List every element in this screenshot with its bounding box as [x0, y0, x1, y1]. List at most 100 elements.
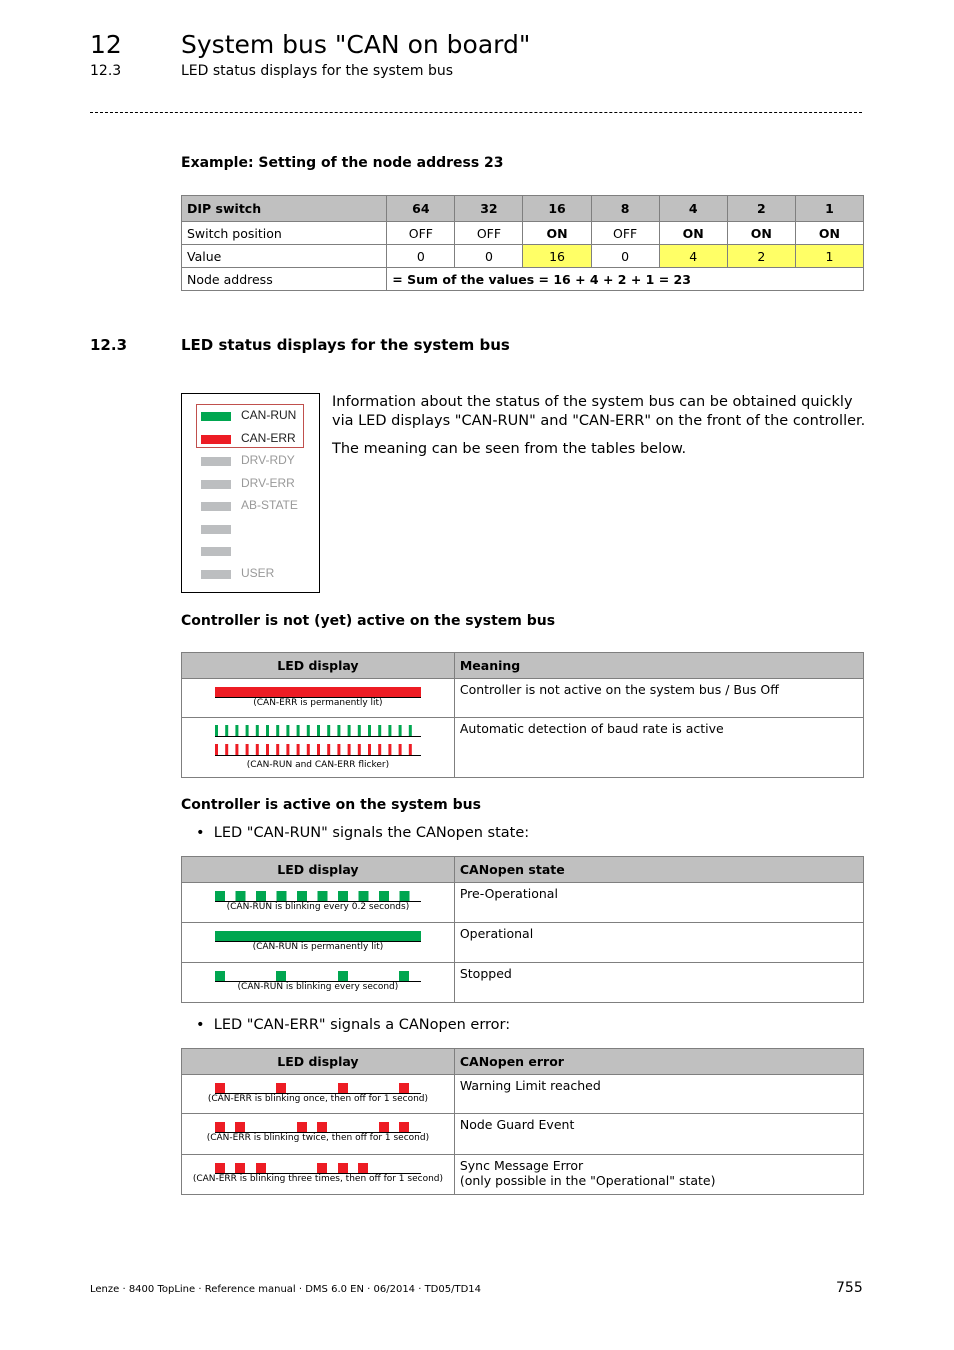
header-cell: LED display: [181, 652, 455, 679]
header-cell: 16: [522, 195, 592, 222]
meaning-cell: Operational: [453, 922, 865, 963]
led-label: DRV-RDY: [241, 453, 295, 467]
table-header-row: DIP switch 64 32 16 8 4 2 1: [180, 195, 865, 222]
chapter-title: System bus "CAN on board": [181, 30, 531, 59]
meaning-text: Stopped: [459, 966, 512, 981]
led-pulse: [214, 725, 218, 736]
led-pulse: [337, 891, 348, 901]
bullet-text: LED "CAN-RUN" signals the CANopen state:: [213, 825, 530, 841]
led-pulse: [214, 687, 421, 697]
led-display-cell: (CAN-RUN and CAN-ERR flicker): [181, 717, 455, 778]
intro-paragraph: Information about the status of the syst…: [332, 394, 866, 429]
not-active-heading: Controller is not (yet) active on the sy…: [181, 613, 556, 629]
led-pulse: [225, 725, 229, 736]
cell: ON: [794, 221, 865, 245]
led-indicator: [201, 479, 231, 489]
cell: ON: [726, 221, 796, 245]
header-cell: CANopen state: [453, 856, 865, 883]
pattern-caption: (CAN-RUN is permanently lit): [252, 942, 384, 952]
cell: 0: [590, 244, 660, 268]
led-indicator: [201, 547, 231, 556]
table-row: Value 0 0 16 0 4 2 1: [180, 244, 865, 268]
bullet-run: • LED "CAN-RUN" signals the CANopen stat…: [196, 825, 530, 841]
cell: 2: [726, 244, 796, 268]
led-pulse: [408, 725, 412, 736]
page-number: 755: [836, 1280, 863, 1296]
led-pulse: [398, 1122, 409, 1132]
led-indicator: [201, 434, 231, 444]
pattern-caption: (CAN-ERR is blinking once, then off for …: [207, 1094, 429, 1104]
led-display-cell: (CAN-ERR is permanently lit): [181, 678, 455, 718]
pattern-caption: (CAN-RUN is blinking every 0.2 seconds): [226, 902, 410, 912]
led-pulse: [276, 744, 280, 755]
example-heading: Example: Setting of the node address 23: [181, 155, 504, 171]
led-pulse: [225, 744, 229, 755]
led-pulse: [214, 971, 225, 981]
led-pulse: [296, 1122, 307, 1132]
led-pulse: [337, 971, 348, 981]
table-row: (CAN-RUN is blinking every 0.2 seconds) P…: [181, 882, 865, 923]
led-timing-diagram: [214, 1163, 421, 1174]
led-pulse: [306, 725, 310, 736]
led-pulse: [337, 725, 341, 736]
led-display-cell: (CAN-ERR is blinking three times, then o…: [181, 1154, 455, 1195]
led-pulse: [214, 1083, 225, 1093]
header-cell: CANopen error: [453, 1048, 865, 1075]
table-row: (CAN-ERR is blinking once, then off for …: [181, 1074, 865, 1114]
led-pulse: [255, 891, 266, 901]
meaning-text: Warning Limit reached: [459, 1078, 601, 1093]
led-pulse: [357, 725, 361, 736]
section-title: LED status displays for the system bus: [181, 63, 454, 79]
row-label: Value: [180, 244, 388, 268]
led-pulse: [265, 744, 269, 755]
pattern-caption: (CAN-ERR is permanently lit): [253, 698, 383, 708]
led-pulse: [255, 744, 259, 755]
meaning-text: Sync Message Error: [459, 1158, 584, 1173]
led-pulse: [388, 725, 392, 736]
meaning-cell: Sync Message Error (only possible in the …: [453, 1154, 865, 1195]
cell: OFF: [590, 221, 660, 245]
pattern-caption: (CAN-RUN and CAN-ERR flicker): [246, 760, 390, 770]
cell: 0: [386, 244, 456, 268]
meaning-note: (only possible in the "Operational" stat…: [459, 1173, 716, 1188]
led-pulse: [317, 891, 328, 901]
cell: = Sum of the values = 16 + 4 + 2 + 1 = 2…: [386, 267, 864, 291]
meaning-text: Automatic detection of baud rate is acti…: [459, 721, 724, 736]
led-display-cell: (CAN-ERR is blinking twice, then off for…: [181, 1113, 455, 1155]
cell: ON: [522, 221, 592, 245]
footer-text: Lenze · 8400 TopLine · Reference manual …: [90, 1284, 482, 1295]
cell: 4: [658, 244, 728, 268]
led-pulse: [357, 1163, 368, 1173]
header-cell: 4: [658, 195, 728, 222]
not-active-table: LED display Meaning (CAN-ERR is permanent…: [181, 652, 865, 778]
led-pulse: [286, 744, 290, 755]
pattern-caption: (CAN-RUN is blinking every second): [237, 982, 399, 992]
led-pulse: [378, 744, 382, 755]
led-pulse: [214, 891, 225, 901]
dashed-divider: [90, 112, 862, 113]
led-timing-diagram: [214, 931, 421, 942]
led-label: CAN-RUN: [241, 408, 297, 422]
led-pulse: [316, 744, 320, 755]
led-timing-diagram: [214, 971, 421, 982]
led-pulse: [275, 971, 286, 981]
cell: ON: [658, 221, 728, 245]
row-label: Switch position: [180, 221, 388, 245]
meaning-cell: Warning Limit reached: [453, 1074, 865, 1114]
led-indicator: [201, 502, 231, 511]
table-row: (CAN-RUN is permanently lit) Operational: [181, 922, 865, 963]
intro-paragraph-2: The meaning can be seen from the tables …: [332, 441, 687, 457]
led-pulse: [276, 891, 287, 901]
header-cell: Meaning: [453, 652, 865, 679]
led-label: AB-STATE: [241, 498, 298, 512]
led-display-cell: (CAN-RUN is blinking every 0.2 seconds): [181, 882, 455, 923]
pattern-caption: (CAN-ERR is blinking twice, then off for…: [206, 1133, 430, 1143]
chapter-number: 12: [90, 30, 122, 59]
led-pulse: [316, 1122, 327, 1132]
led-pulse: [235, 891, 246, 901]
led-display-cell: (CAN-RUN is blinking every second): [181, 962, 455, 1003]
header-cell: 8: [590, 195, 660, 222]
cell: OFF: [386, 221, 456, 245]
led-pulse: [234, 1122, 245, 1132]
bullet-text: LED "CAN-ERR" signals a CANopen error:: [213, 1017, 511, 1033]
